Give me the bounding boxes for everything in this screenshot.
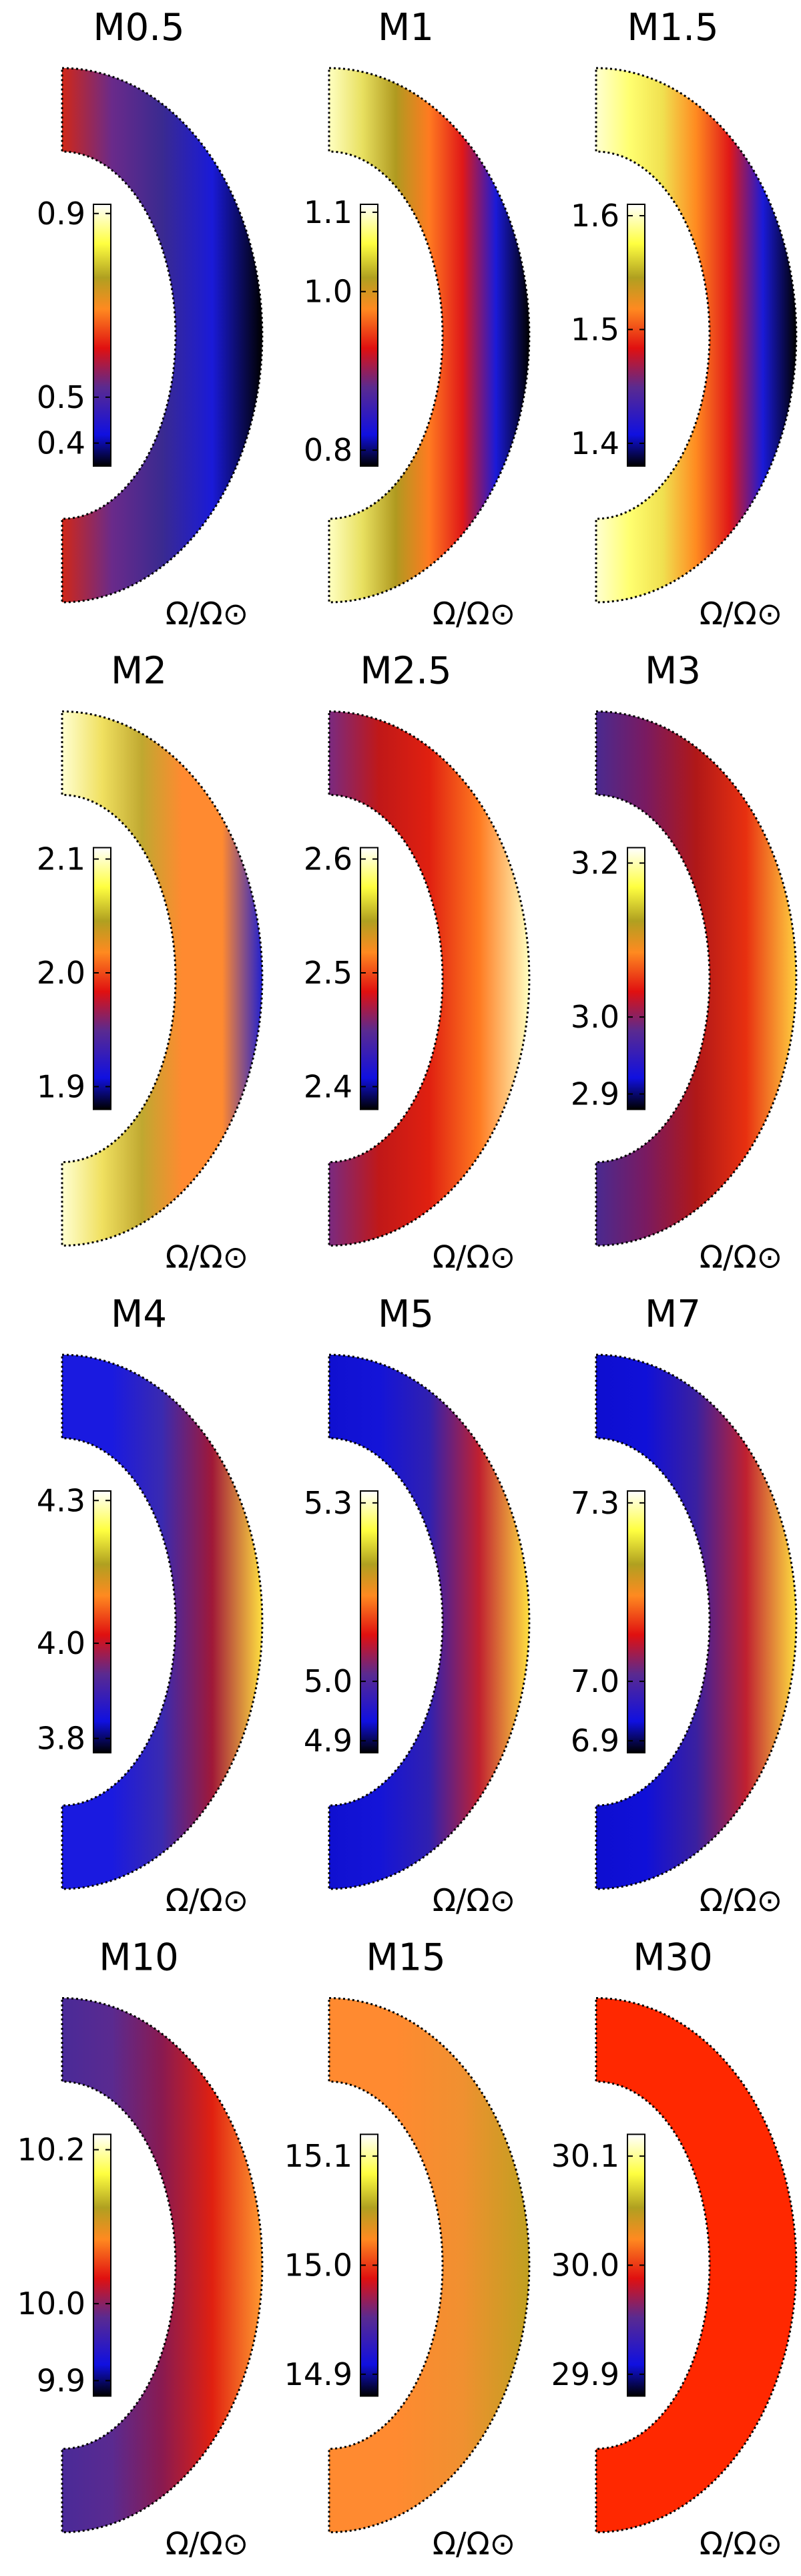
colorbar-tick-label: 1.5 [571,311,619,347]
panel: M7 7.3 7.0 6.9 Ω/Ω⊙ [571,1293,798,1918]
meridional-map [595,67,798,604]
panel-title: M5 [378,1293,434,1336]
panel: M10 10.2 10.0 9.9 Ω/Ω⊙ [17,1936,264,2562]
meridional-map [328,710,531,1247]
colorbar-label: Ω/Ω⊙ [166,1882,248,1918]
colorbar-tick-label: 5.0 [304,1663,352,1699]
panel-title: M3 [645,650,701,693]
colorbar-tick-label: 6.9 [571,1723,619,1759]
colorbar-tick-label: 14.9 [284,2356,352,2392]
colorbar-tick-label: 2.4 [304,1068,352,1104]
colorbar-tick-label: 1.6 [571,198,619,234]
colorbar [93,2133,111,2397]
panel-title: M2 [111,650,167,693]
colorbar [93,204,111,467]
colorbar-tick-label: 30.1 [551,2138,619,2174]
colorbar-tick-label: 0.4 [37,425,85,461]
panel-title: M4 [111,1293,167,1336]
colorbar-tick-label: 3.0 [571,999,619,1035]
meridional-map [61,710,264,1247]
meridional-map [61,67,264,604]
colorbar [93,1490,111,1753]
panel: M5 5.3 5.0 4.9 Ω/Ω⊙ [304,1293,531,1918]
colorbar-tick-label: 1.9 [37,1068,85,1104]
meridional-map [328,1996,531,2534]
colorbar-label: Ω/Ω⊙ [166,596,248,632]
panel-title: M15 [366,1936,446,1980]
colorbar-tick-label: 0.8 [304,432,352,468]
panel: M15 15.1 15.0 14.9 Ω/Ω⊙ [284,1936,531,2562]
panel: M3 3.2 3.0 2.9 Ω/Ω⊙ [571,650,798,1275]
colorbar-tick-label: 10.0 [17,2286,85,2322]
colorbar [627,847,645,1110]
meridional-map [595,1353,798,1890]
colorbar-tick-label: 4.3 [37,1482,85,1518]
colorbar-tick-label: 7.3 [571,1485,619,1521]
meridional-map [328,1353,531,1890]
meridional-map [328,67,531,604]
colorbar [360,204,378,467]
colorbar-tick-label: 1.1 [304,194,352,230]
colorbar-tick-label: 2.5 [304,955,352,991]
panel: M2.5 2.6 2.5 2.4 Ω/Ω⊙ [304,650,531,1275]
colorbar-tick-label: 29.9 [551,2356,619,2392]
colorbar-tick-label: 0.9 [37,196,85,232]
meridional-map [595,710,798,1247]
colorbar-tick-label: 4.9 [304,1723,352,1759]
colorbar-tick-label: 10.2 [17,2132,85,2168]
colorbar-tick-label: 7.0 [571,1663,619,1699]
panel: M1.5 1.6 1.5 1.4 Ω/Ω⊙ [571,6,798,632]
colorbar-tick-label: 0.5 [37,379,85,415]
colorbar-tick-label: 1.4 [571,425,619,461]
colorbar-label: Ω/Ω⊙ [166,2526,248,2562]
panel-title: M30 [633,1936,713,1980]
colorbar-label: Ω/Ω⊙ [433,1882,515,1918]
colorbar-label: Ω/Ω⊙ [166,1239,248,1275]
meridional-map [595,1996,798,2534]
panel: M1 1.1 1.0 0.8 Ω/Ω⊙ [304,6,531,632]
colorbar-label: Ω/Ω⊙ [700,596,782,632]
colorbar-label: Ω/Ω⊙ [700,1882,782,1918]
panel: M2 2.1 2.0 1.9 Ω/Ω⊙ [37,650,264,1275]
colorbar-tick-label: 3.2 [571,845,619,881]
colorbar-tick-label: 30.0 [551,2247,619,2284]
panel: M0.5 0.9 0.5 0.4 Ω/Ω⊙ [37,6,264,632]
colorbar [360,1490,378,1753]
panel-title: M7 [645,1293,701,1336]
colorbar [627,1490,645,1753]
colorbar-tick-label: 15.1 [284,2138,352,2174]
panel-title: M10 [99,1936,179,1980]
panel-title: M2.5 [360,650,451,693]
colorbar-label: Ω/Ω⊙ [433,2526,515,2562]
colorbar-tick-label: 2.1 [37,841,85,877]
colorbar-label: Ω/Ω⊙ [700,2526,782,2562]
panel-title: M1.5 [627,6,718,49]
meridional-map [61,1996,264,2534]
meridional-map [61,1353,264,1890]
colorbar-tick-label: 5.3 [304,1485,352,1521]
colorbar-label: Ω/Ω⊙ [433,596,515,632]
colorbar-label: Ω/Ω⊙ [433,1239,515,1275]
colorbar-label: Ω/Ω⊙ [700,1239,782,1275]
colorbar-tick-label: 3.8 [37,1721,85,1757]
colorbar-tick-label: 2.0 [37,955,85,991]
colorbar [627,204,645,467]
colorbar-tick-label: 9.9 [37,2362,85,2398]
colorbar [360,847,378,1110]
panel-title: M1 [378,6,434,49]
panel: M30 30.1 30.0 29.9 Ω/Ω⊙ [551,1936,798,2562]
colorbar [93,847,111,1110]
panel: M4 4.3 4.0 3.8 Ω/Ω⊙ [37,1293,264,1918]
colorbar-tick-label: 15.0 [284,2247,352,2284]
colorbar-tick-label: 4.0 [37,1625,85,1661]
colorbar-tick-label: 2.6 [304,841,352,877]
colorbar-tick-label: 2.9 [571,1076,619,1112]
colorbar-tick-label: 1.0 [304,274,352,310]
panel-title: M0.5 [93,6,184,49]
